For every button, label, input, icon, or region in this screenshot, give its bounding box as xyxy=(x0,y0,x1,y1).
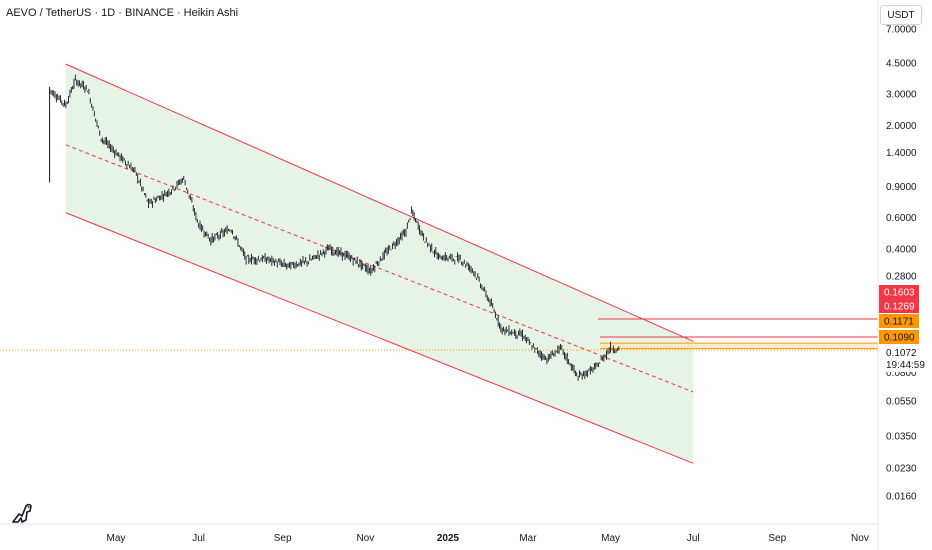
level-label-box xyxy=(879,314,919,328)
orange-zone xyxy=(600,343,878,349)
channel-mid-line[interactable] xyxy=(65,144,694,393)
level-label-text: 0.1269 xyxy=(884,302,915,313)
level-label-box xyxy=(879,299,919,313)
candles-layer xyxy=(49,74,620,381)
price-tick-label: 2.0000 xyxy=(886,121,917,132)
chart-title: AEVO / TetherUS · 1D · BINANCE · Heikin … xyxy=(6,7,239,19)
time-tick-label: Jul xyxy=(192,533,205,544)
price-tick-label: 0.6000 xyxy=(886,213,917,224)
price-tick-label: 3.0000 xyxy=(886,90,917,101)
price-tick-label: 0.2800 xyxy=(886,272,917,283)
level-label-text: 0.1171 xyxy=(884,317,914,328)
last-price-box xyxy=(879,345,929,372)
time-tick-label: Jul xyxy=(687,533,700,544)
channel-fill xyxy=(65,64,694,464)
price-tick-label: 0.0550 xyxy=(886,397,917,408)
countdown-label: 19:44:59 xyxy=(886,360,925,371)
currency-button[interactable]: USDT xyxy=(880,5,922,25)
level-label-text: 0.1603 xyxy=(884,288,915,299)
time-axis[interactable]: May Jul Sep Nov 2025 Mar May Jul Sep Nov xyxy=(107,533,869,544)
level-label-box xyxy=(879,330,919,344)
price-tick-label: 4.5000 xyxy=(886,59,917,70)
price-tick-label: 0.9000 xyxy=(886,182,917,193)
level-label-box xyxy=(879,285,919,299)
time-tick-label: Mar xyxy=(519,533,537,544)
channel-upper-line[interactable] xyxy=(65,63,694,342)
price-tick-label: 0.4000 xyxy=(886,244,917,255)
price-tick-label: 1.4000 xyxy=(886,148,917,159)
time-tick-label: May xyxy=(107,533,126,544)
channel-fill-layer xyxy=(65,64,694,464)
price-tick-label: 0.0230 xyxy=(886,464,917,475)
time-tick-label: 2025 xyxy=(437,533,460,544)
price-tick-label: 0.0800 xyxy=(886,368,917,379)
time-tick-label: Nov xyxy=(356,533,374,544)
tradingview-logo-icon[interactable] xyxy=(10,500,36,526)
level-lines-layer xyxy=(598,318,878,350)
level-label-text: 0.1090 xyxy=(884,333,915,344)
price-tick-label: 0.0350 xyxy=(886,431,917,442)
time-tick-label: May xyxy=(601,533,620,544)
price-axis[interactable]: 7.0000 4.5000 3.0000 2.0000 1.4000 0.9000 0.60… xyxy=(886,25,917,503)
time-tick-label: Sep xyxy=(274,533,292,544)
channel-lines-layer xyxy=(65,63,694,464)
price-tick-label: 7.0000 xyxy=(886,25,917,36)
channel-lower-line[interactable] xyxy=(65,212,694,464)
price-tick-label: 0.0160 xyxy=(886,492,917,503)
time-tick-label: Nov xyxy=(851,533,869,544)
time-tick-label: Sep xyxy=(768,533,786,544)
last-price-label: 0.1072 xyxy=(886,348,917,359)
